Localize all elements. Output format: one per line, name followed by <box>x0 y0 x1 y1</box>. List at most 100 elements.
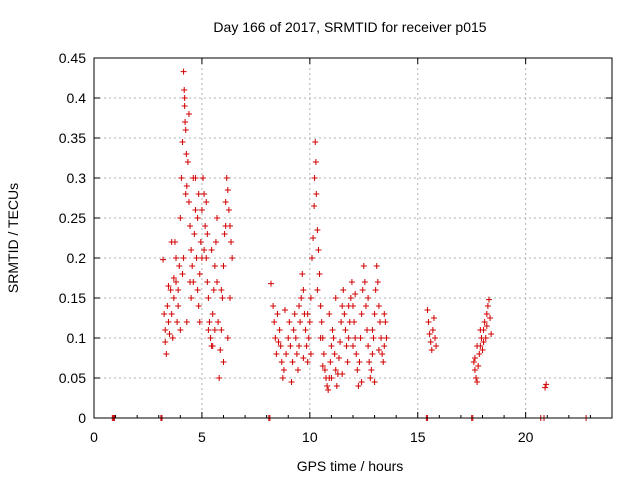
data-point <box>348 279 355 285</box>
data-point <box>325 387 332 393</box>
data-point <box>169 335 176 341</box>
data-point <box>162 339 169 345</box>
data-point <box>211 327 218 333</box>
data-point <box>379 351 386 357</box>
data-point <box>543 381 550 388</box>
data-point <box>185 111 192 117</box>
data-point <box>342 327 349 333</box>
data-point <box>180 68 187 75</box>
data-point <box>197 239 204 245</box>
data-point <box>184 159 191 165</box>
x-tick-label: 0 <box>90 429 98 445</box>
data-point <box>175 287 182 293</box>
data-point <box>160 256 167 263</box>
data-point <box>162 327 169 333</box>
data-point <box>217 347 224 353</box>
data-point <box>359 287 366 293</box>
y-tick-label: 0.25 <box>59 210 86 226</box>
data-point <box>194 287 201 293</box>
data-point <box>165 283 172 289</box>
data-point <box>488 331 495 337</box>
data-point <box>220 359 227 365</box>
data-point <box>312 159 319 165</box>
data-point <box>187 223 194 229</box>
data-point <box>204 279 211 285</box>
data-point <box>428 347 435 353</box>
data-point <box>182 191 189 197</box>
data-point <box>485 296 492 303</box>
data-point <box>357 335 364 341</box>
data-point <box>274 311 281 317</box>
data-point <box>298 295 305 301</box>
data-point <box>205 327 212 333</box>
data-point <box>343 343 350 349</box>
data-point <box>307 295 314 301</box>
data-point <box>474 379 481 385</box>
data-point <box>188 247 195 253</box>
data-point <box>315 247 322 253</box>
data-point <box>371 311 378 317</box>
data-point <box>484 303 491 309</box>
data-point <box>183 183 190 189</box>
data-point <box>311 175 318 181</box>
x-tick-label: 5 <box>198 429 206 445</box>
data-point <box>542 384 549 391</box>
data-point <box>290 327 297 333</box>
data-point <box>167 287 174 293</box>
data-point <box>300 355 307 361</box>
data-point <box>473 375 480 381</box>
data-point <box>293 351 300 357</box>
data-point <box>270 303 277 309</box>
y-tick-label: 0 <box>78 410 86 426</box>
data-point <box>328 343 335 349</box>
data-point <box>375 347 382 353</box>
data-point <box>475 363 482 369</box>
data-point <box>329 327 336 333</box>
data-point <box>313 191 320 197</box>
data-point <box>318 319 325 325</box>
data-point <box>191 231 198 237</box>
y-tick-label: 0.2 <box>67 250 87 266</box>
data-point <box>481 319 488 325</box>
data-point <box>483 311 490 317</box>
data-point <box>222 223 229 229</box>
data-point <box>326 311 333 317</box>
x-tick-labels: 0 5 10 15 20 <box>90 429 534 445</box>
data-point <box>335 355 342 361</box>
data-point <box>225 207 232 213</box>
data-point <box>178 175 185 181</box>
data-point <box>347 295 354 301</box>
data-point <box>306 319 313 325</box>
data-point <box>185 199 192 205</box>
data-point <box>358 311 365 317</box>
data-point <box>311 203 318 209</box>
data-point <box>201 191 208 197</box>
data-point <box>433 343 440 349</box>
data-point <box>201 247 208 253</box>
data-point <box>287 343 294 349</box>
data-point <box>381 343 388 349</box>
data-point <box>203 199 210 205</box>
axis-ticks <box>93 57 612 419</box>
data-point <box>195 303 202 309</box>
data-point <box>474 343 481 349</box>
data-point <box>207 335 214 341</box>
data-point <box>338 319 345 325</box>
data-point <box>267 280 274 287</box>
data-point <box>211 263 218 269</box>
data-point <box>331 351 338 357</box>
data-point <box>166 331 173 337</box>
data-point <box>337 339 344 345</box>
data-point <box>297 319 304 325</box>
data-point <box>369 327 376 333</box>
data-point <box>173 255 180 261</box>
data-point <box>280 367 287 373</box>
data-point <box>327 359 334 365</box>
data-point <box>175 303 182 309</box>
data-point <box>164 303 171 309</box>
data-point <box>204 231 211 237</box>
data-point <box>296 303 303 309</box>
data-point <box>182 127 189 133</box>
data-point <box>345 303 352 309</box>
data-point <box>282 307 289 313</box>
